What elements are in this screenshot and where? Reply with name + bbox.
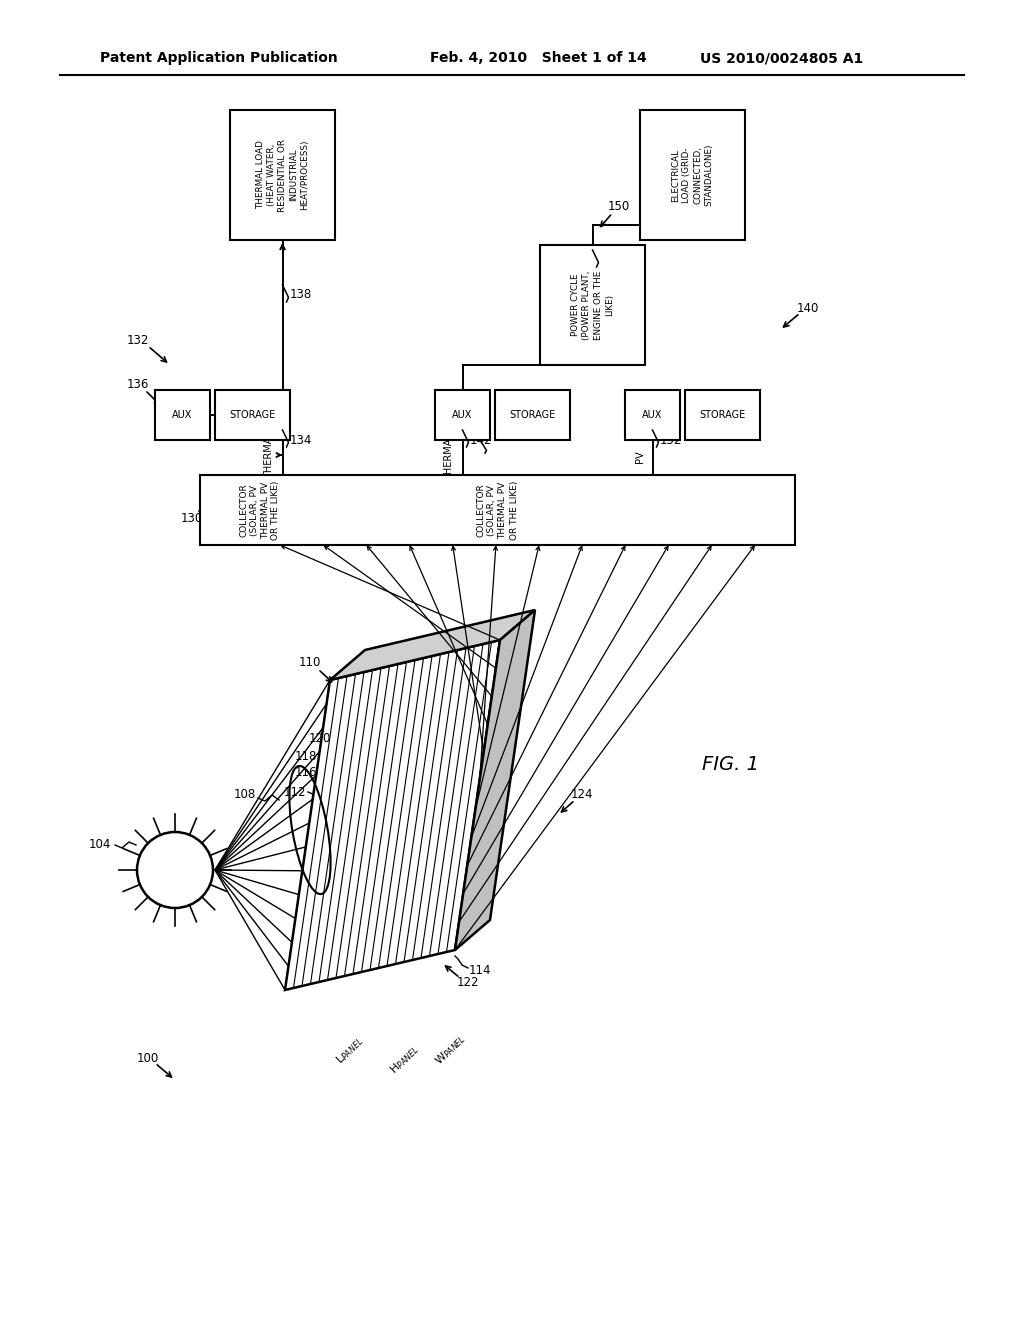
Text: 154: 154 <box>656 408 679 421</box>
Text: 138: 138 <box>290 289 311 301</box>
Text: US 2010/0024805 A1: US 2010/0024805 A1 <box>700 51 863 65</box>
Text: L$_{PANEL}$: L$_{PANEL}$ <box>334 1034 367 1067</box>
Text: POWER CYCLE
(POWER PLANT,
ENGINE OR THE
LIKE): POWER CYCLE (POWER PLANT, ENGINE OR THE … <box>571 271 613 339</box>
Text: 120: 120 <box>309 731 331 744</box>
Text: 140: 140 <box>797 301 819 314</box>
Text: PV: PV <box>635 450 644 463</box>
Text: 124: 124 <box>570 788 593 801</box>
Text: W$_{PANEL}$: W$_{PANEL}$ <box>432 1032 468 1068</box>
Bar <box>540 246 645 366</box>
Text: 130: 130 <box>181 511 203 524</box>
Bar <box>155 389 210 440</box>
Text: Feb. 4, 2010   Sheet 1 of 14: Feb. 4, 2010 Sheet 1 of 14 <box>430 51 647 65</box>
Text: 144: 144 <box>467 408 489 421</box>
Text: THERMAL LOAD
(HEAT WATER,
RESIDENTIAL OR
INDUSTRIAL
HEAT/PROCESS): THERMAL LOAD (HEAT WATER, RESIDENTIAL OR… <box>256 139 309 211</box>
Text: ELECTRICAL
LOAD (GRID-
CONNECTED,
STANDALONE): ELECTRICAL LOAD (GRID- CONNECTED, STANDA… <box>672 144 714 206</box>
Text: 134: 134 <box>290 433 311 446</box>
Bar <box>625 389 680 440</box>
Text: 136: 136 <box>127 379 150 392</box>
Text: STORAGE: STORAGE <box>229 411 275 420</box>
Text: AUX: AUX <box>453 411 473 420</box>
Text: 114: 114 <box>469 964 492 977</box>
Bar <box>230 110 335 240</box>
Text: 122: 122 <box>457 975 479 989</box>
Text: 116: 116 <box>295 767 317 780</box>
Text: 152: 152 <box>659 433 682 446</box>
Text: 112: 112 <box>284 785 306 799</box>
Text: 150: 150 <box>607 201 630 214</box>
Circle shape <box>137 832 213 908</box>
Text: 146: 146 <box>599 252 622 265</box>
Polygon shape <box>455 610 535 950</box>
Bar <box>215 389 290 440</box>
Bar <box>685 389 760 440</box>
Bar <box>640 110 745 240</box>
Text: 110: 110 <box>299 656 322 669</box>
Text: 132: 132 <box>127 334 150 347</box>
Polygon shape <box>285 640 500 990</box>
Text: AUX: AUX <box>172 411 193 420</box>
Bar <box>200 475 795 545</box>
Text: H$_{PANEL}$: H$_{PANEL}$ <box>388 1043 422 1077</box>
Bar <box>495 389 570 440</box>
Text: AUX: AUX <box>642 411 663 420</box>
Text: Patent Application Publication: Patent Application Publication <box>100 51 338 65</box>
Text: 104: 104 <box>89 838 112 851</box>
Text: FIG. 1: FIG. 1 <box>701 755 759 775</box>
Text: STORAGE: STORAGE <box>509 411 556 420</box>
Bar <box>435 389 490 440</box>
Text: 108: 108 <box>233 788 256 801</box>
Text: COLLECTOR
(SOLAR, PV
THERMAL PV
OR THE LIKE): COLLECTOR (SOLAR, PV THERMAL PV OR THE L… <box>476 480 518 540</box>
Text: 100: 100 <box>137 1052 159 1064</box>
Text: THERMAL: THERMAL <box>444 433 455 480</box>
Text: 142: 142 <box>469 433 492 446</box>
Text: COLLECTOR
(SOLAR, PV
THERMAL PV
OR THE LIKE): COLLECTOR (SOLAR, PV THERMAL PV OR THE L… <box>240 480 281 540</box>
Text: THERMAL: THERMAL <box>264 432 274 478</box>
Text: 118: 118 <box>295 750 317 763</box>
Polygon shape <box>330 610 535 680</box>
Text: STORAGE: STORAGE <box>699 411 745 420</box>
